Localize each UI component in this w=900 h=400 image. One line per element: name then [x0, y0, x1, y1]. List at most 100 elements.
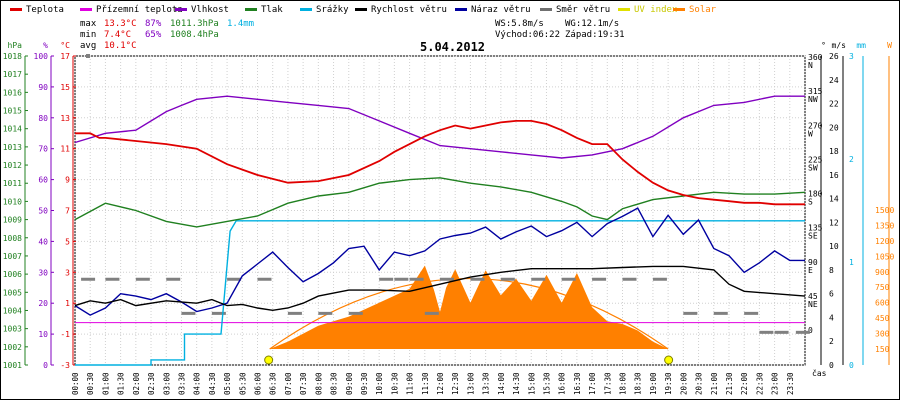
wind-speed-avg: WS:5.8m/s	[495, 19, 544, 29]
min-press: 1008.4hPa	[170, 30, 219, 40]
right-tick-label: 0	[829, 361, 834, 370]
x-tick-label: 10:30	[390, 372, 399, 395]
legend-swatch	[10, 8, 22, 11]
x-tick-label: 00:00	[71, 372, 80, 395]
right-tick-label: 45	[808, 292, 818, 301]
right-tick-label: 12	[829, 218, 839, 227]
wind-dir-mark	[622, 277, 637, 281]
right-tick-label: 315	[808, 87, 823, 96]
wind-dir-mark	[379, 277, 394, 281]
legend-swatch	[80, 8, 92, 11]
wind-gust-max: WG:12.1m/s	[565, 19, 619, 29]
x-tick-label: 20:00	[679, 372, 688, 395]
legend-swatch	[300, 8, 312, 11]
right-tick-label: 26	[829, 52, 839, 61]
right-tick-label: 4	[829, 313, 834, 322]
legend-label: Vlhkost	[191, 5, 229, 15]
series-rychlost-větru	[74, 265, 806, 312]
x-tick-label: 19:00	[649, 372, 658, 395]
right-tick-label: 150	[875, 345, 890, 354]
left-tick-label: 17	[60, 52, 70, 61]
x-tick-label: 20:30	[695, 372, 704, 395]
wind-dir-mark	[500, 277, 515, 281]
legend-swatch	[355, 8, 367, 11]
right-tick-label: 22	[829, 100, 839, 109]
legend-label: Srážky	[316, 5, 349, 15]
chart-date: 5.04.2012	[420, 40, 485, 54]
wind-info: WS:5.8m/s WG:12.1m/s Východ:06:22 Západ:…	[495, 19, 625, 40]
legend-swatch	[245, 8, 257, 11]
wind-dir-mark	[683, 311, 698, 315]
left-axis-unit: %	[43, 41, 48, 50]
legend-label: Náraz větru	[471, 5, 531, 15]
x-tick-label: 11:30	[421, 372, 430, 395]
left-tick-label: -3	[60, 361, 70, 370]
wind-dir-mark	[424, 311, 439, 315]
right-tick-label: 270	[808, 121, 823, 130]
x-tick-label: 06:30	[269, 372, 278, 395]
right-tick-label: 750	[875, 283, 890, 292]
wind-dir-mark	[470, 277, 485, 281]
wind-dir-label: E	[808, 266, 813, 275]
wind-dir-mark	[531, 277, 546, 281]
right-tick-label: 225	[808, 155, 823, 164]
left-tick-label: 1016	[3, 88, 22, 97]
x-tick-label: 21:30	[725, 372, 734, 395]
legend-label: UV index	[634, 5, 678, 15]
x-tick-label: 08:00	[314, 372, 323, 395]
legend: Teplota Přízemní teplota Vlhkost Tlak Srážky…	[10, 5, 717, 15]
legend-swatch	[175, 8, 187, 11]
left-tick-label: 1	[65, 299, 70, 308]
wind-dir-mark	[257, 277, 272, 281]
x-tick-label: 05:00	[223, 372, 232, 395]
avg-temp: 10.1°C	[104, 41, 137, 51]
left-tick-label: 20	[38, 299, 48, 308]
x-tick-label: 12:30	[451, 372, 460, 395]
series-srážky	[75, 220, 805, 366]
legend-label: Přízemní teplota	[96, 5, 183, 15]
left-tick-label: 5	[65, 237, 70, 246]
x-tick-label: 11:00	[406, 372, 415, 395]
left-tick-label: 10	[38, 330, 48, 339]
right-tick-label: 16	[829, 171, 839, 180]
wind-dir-mark	[287, 311, 302, 315]
right-tick-label: 10	[829, 242, 839, 251]
left-tick-label: 1002	[3, 343, 22, 352]
right-tick-label: 18	[829, 147, 839, 156]
min-hum: 65%	[145, 30, 162, 40]
x-tick-label: 07:00	[284, 372, 293, 395]
series-solar	[269, 265, 669, 349]
x-tick-label: 19:30	[664, 372, 673, 395]
x-tick-label: 00:30	[86, 372, 95, 395]
left-tick-label: 1010	[3, 197, 22, 206]
right-tick-label: 1200	[875, 237, 894, 246]
stats-block: max 13.3°C 87% 1011.3hPa 1.4mm min 7.4°C…	[80, 19, 254, 51]
x-tick-label: 17:30	[603, 372, 612, 395]
left-tick-label: 1014	[3, 125, 22, 134]
x-tick-label: 05:30	[238, 372, 247, 395]
right-axis-unit: mm	[856, 41, 866, 50]
right-tick-label: 450	[875, 314, 890, 323]
wind-dir-mark	[227, 277, 242, 281]
x-tick-label: 06:00	[254, 372, 263, 395]
min-label: min	[80, 30, 96, 40]
left-tick-label: 1006	[3, 270, 22, 279]
left-tick-label: 100	[34, 52, 49, 61]
x-tick-label: 04:30	[208, 372, 217, 395]
right-tick-label: 1350	[875, 221, 894, 230]
max-label: max	[80, 19, 97, 29]
left-tick-label: 90	[38, 83, 48, 92]
left-tick-label: 7	[65, 207, 70, 216]
wind-dir-mark	[774, 330, 789, 334]
left-tick-label: -1	[60, 330, 70, 339]
right-axis-unit: W	[887, 41, 892, 50]
wind-dir-mark	[795, 330, 810, 334]
x-tick-label: 15:30	[542, 372, 551, 395]
x-tick-label: 13:00	[466, 372, 475, 395]
left-tick-label: 30	[38, 268, 48, 277]
left-tick-label: 1004	[3, 306, 22, 315]
right-tick-label: 300	[875, 330, 890, 339]
right-tick-label: 90	[808, 258, 818, 267]
x-tick-label: 07:30	[299, 372, 308, 395]
